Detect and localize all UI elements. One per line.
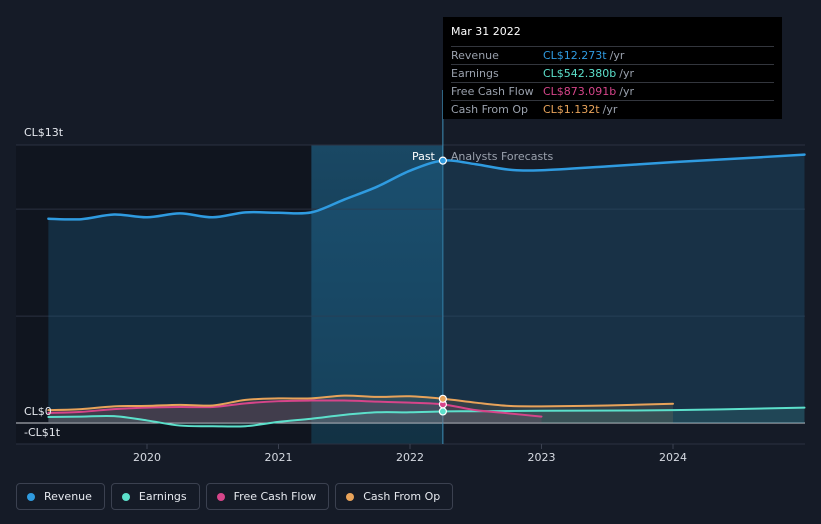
tooltip-date: Mar 31 2022	[451, 25, 521, 38]
x-tick-label: 2022	[396, 451, 424, 464]
tooltip-label: Earnings	[451, 67, 499, 80]
legend-item-earnings[interactable]: Earnings	[110, 483, 200, 510]
x-tick-label: 2020	[133, 451, 161, 464]
y-label-top: CL$13t	[24, 126, 64, 139]
revenue-marker	[438, 156, 447, 165]
revenue-area	[48, 154, 805, 423]
past-region	[16, 145, 312, 444]
legend-label: Earnings	[138, 490, 187, 503]
x-tick-label: 2023	[528, 451, 556, 464]
tooltip: Mar 31 2022 Revenue CL$12.273t /yr Earni…	[443, 17, 782, 119]
tooltip-label: Revenue	[451, 49, 499, 62]
tooltip-row-free-cash-flow: Free Cash Flow CL$873.091b /yr	[451, 82, 774, 100]
tooltip-value: CL$542.380b	[543, 67, 617, 80]
legend-label: Free Cash Flow	[233, 490, 317, 503]
earnings-area	[48, 407, 805, 427]
tooltip-row-revenue: Revenue CL$12.273t /yr	[451, 46, 774, 64]
cash-from-op-dot-icon	[346, 492, 355, 501]
free-cash-flow-line	[47, 399, 543, 418]
revenue-dot-icon	[27, 492, 35, 501]
legend-label: Cash From Op	[363, 490, 441, 503]
cash-from-op-marker	[438, 394, 447, 403]
earnings-line	[47, 406, 806, 428]
earnings-dot-icon	[121, 492, 130, 501]
legend-item-cash-from-op[interactable]: Cash From Op	[335, 483, 454, 510]
tooltip-value: CL$12.273t	[543, 49, 607, 62]
earnings-marker	[438, 407, 447, 416]
x-tick-label: 2021	[265, 451, 293, 464]
tooltip-unit: /yr	[619, 85, 635, 98]
tooltip-label: Free Cash Flow	[451, 85, 534, 98]
revenue-line	[47, 153, 806, 221]
legend-label: Revenue	[44, 490, 92, 503]
forecast-label: Analysts Forecasts	[451, 150, 554, 163]
tooltip-value: CL$1.132t	[543, 103, 600, 116]
past-label: Past	[412, 150, 436, 163]
tooltip-row-earnings: Earnings CL$542.380b /yr	[451, 64, 774, 82]
y-label-bottom: -CL$1t	[24, 426, 61, 439]
tooltip-unit: /yr	[619, 67, 635, 80]
tooltip-unit: /yr	[602, 103, 618, 116]
tooltip-value: CL$873.091b	[543, 85, 617, 98]
tooltip-unit: /yr	[609, 49, 625, 62]
cash-from-op-area	[48, 395, 673, 423]
x-tick-label: 2024	[659, 451, 687, 464]
free-cash-flow-dot-icon	[216, 492, 225, 501]
highlight-band	[311, 145, 443, 444]
y-label-zero: CL$0	[24, 405, 52, 418]
legend: Revenue Earnings Free Cash Flow Cash Fro…	[16, 483, 454, 510]
chart: CL$13t CL$0 -CL$1t 2020 2021 2022 2023 2024 Past…	[16, 90, 806, 464]
tooltip-label: Cash From Op	[451, 103, 529, 116]
cash-from-op-line	[47, 394, 674, 412]
free-cash-flow-area	[48, 400, 542, 423]
legend-item-revenue[interactable]: Revenue	[16, 483, 105, 510]
tooltip-row-cash-from-op: Cash From Op CL$1.132t /yr	[451, 100, 774, 118]
legend-item-free-cash-flow[interactable]: Free Cash Flow	[205, 483, 330, 510]
